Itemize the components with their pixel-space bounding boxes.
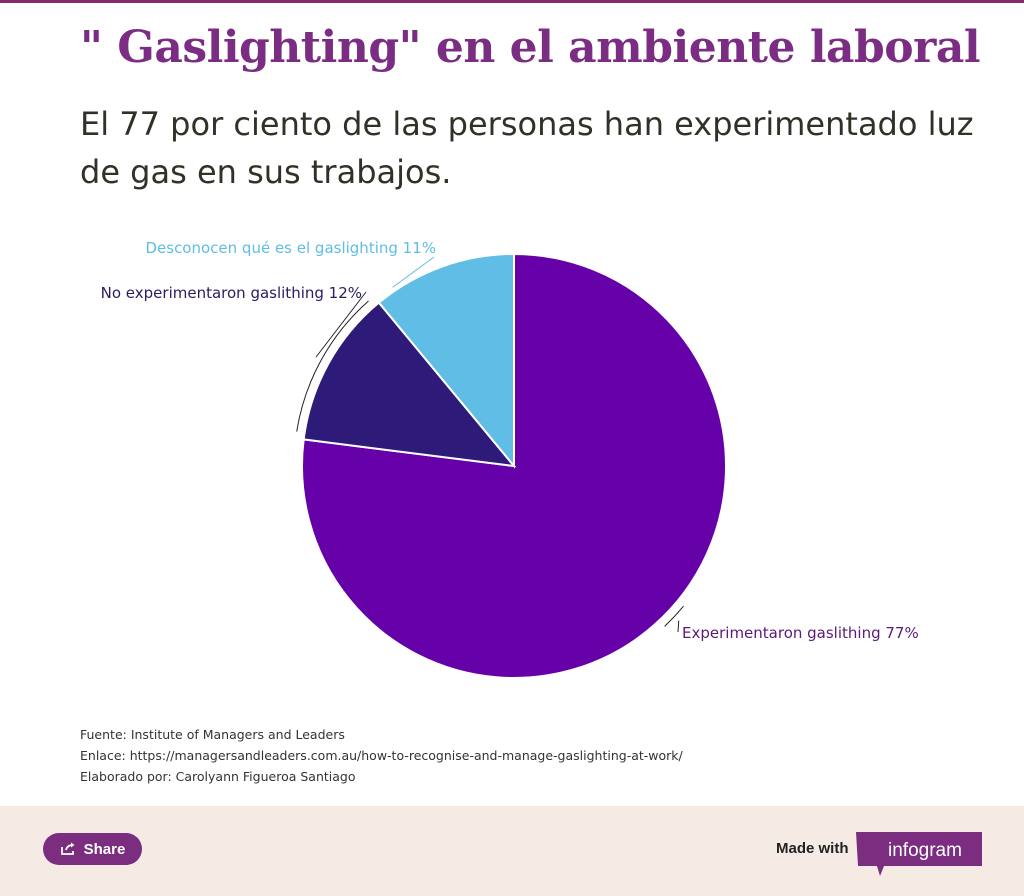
slice-label-2: No experimentaron gaslithing 12% bbox=[101, 284, 362, 302]
label-bracket-1 bbox=[664, 605, 684, 627]
pie-slice-1 bbox=[301, 252, 727, 679]
source-note: Fuente: Institute of Managers and Leader… bbox=[80, 727, 345, 742]
author-note: Elaborado por: Carolyann Figueroa Santia… bbox=[80, 769, 356, 784]
pie-chart: Experimentaron gaslithing 77% No experime… bbox=[101, 239, 919, 679]
chart-title: " Gaslighting" en el ambiente laboral bbox=[80, 22, 981, 73]
chart-subtitle: El 77 por ciento de las personas han exp… bbox=[80, 105, 974, 191]
label-bracket-2 bbox=[296, 300, 369, 432]
share-icon bbox=[60, 842, 75, 855]
infogram-logo[interactable]: infogram bbox=[854, 830, 982, 878]
bottom-bar bbox=[0, 806, 1024, 896]
label-leader-1 bbox=[677, 620, 680, 633]
link-note: Enlace: https://managersandleaders.com.a… bbox=[80, 748, 683, 763]
top-border bbox=[0, 0, 1024, 3]
made-with-label: Made with bbox=[776, 840, 849, 857]
pie-slice-2 bbox=[302, 301, 517, 468]
share-label: Share bbox=[83, 840, 126, 858]
infogram-brand: infogram bbox=[888, 840, 962, 861]
label-leader-3 bbox=[392, 256, 435, 288]
pie-slice-3 bbox=[377, 252, 515, 469]
label-leader-2 bbox=[315, 291, 367, 358]
share-button[interactable]: Share bbox=[43, 833, 142, 865]
slice-label-3: Desconocen qué es el gaslighting 11% bbox=[145, 239, 436, 257]
slice-label-1: Experimentaron gaslithing 77% bbox=[682, 624, 919, 642]
footer-notes: Fuente: Institute of Managers and Leader… bbox=[80, 724, 683, 787]
